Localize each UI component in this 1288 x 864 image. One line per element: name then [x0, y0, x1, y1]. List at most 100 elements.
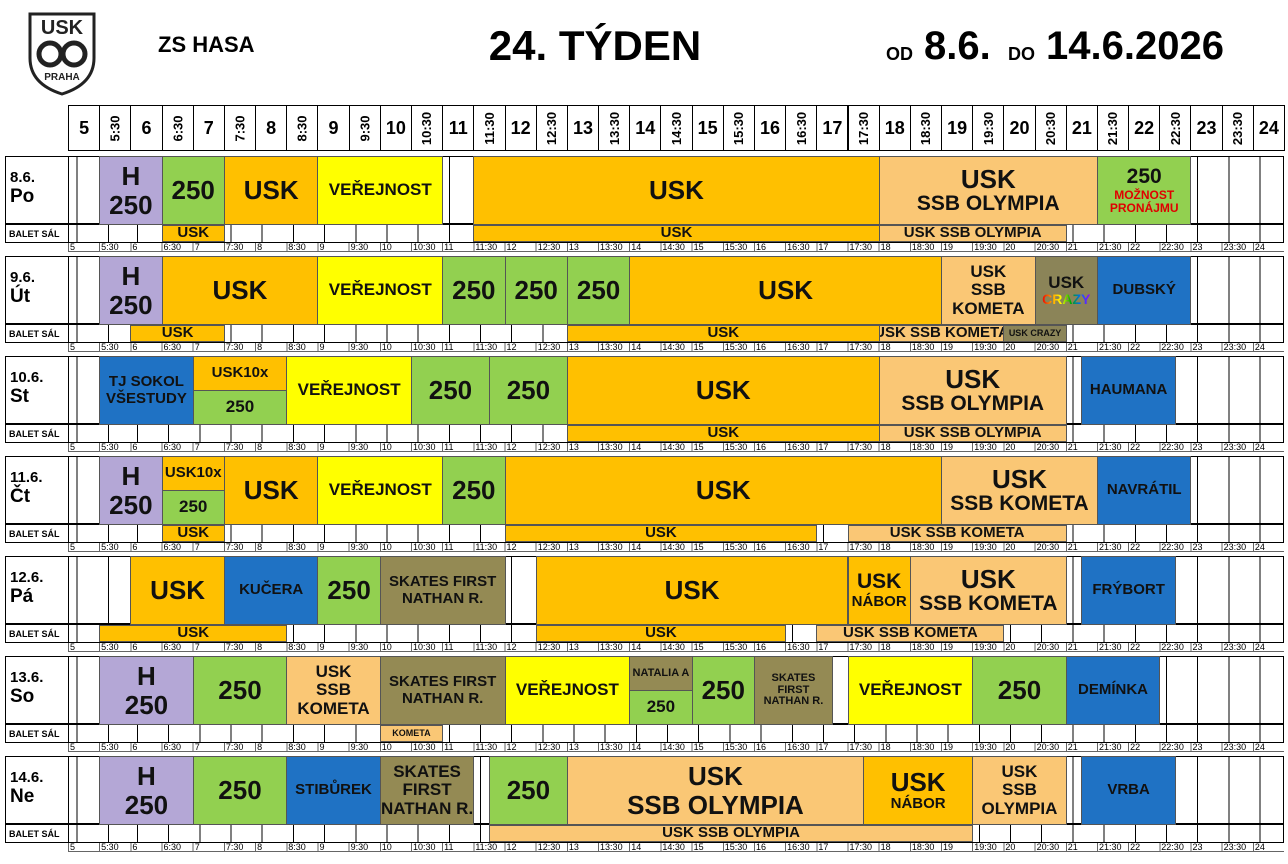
balet-label: BALET SÁL — [5, 624, 69, 643]
time-header-cell: 5:30 — [99, 105, 132, 151]
event-text: SSB — [1002, 780, 1037, 800]
event-text: KOMETA — [952, 298, 1025, 318]
event: H 250 — [99, 656, 194, 725]
event: 250 — [504, 256, 568, 325]
time-header-label: 19:30 — [980, 111, 996, 145]
event: 250 — [442, 256, 506, 325]
event-text: VEŘEJNOST — [858, 680, 962, 700]
event-text: USK — [1048, 272, 1085, 292]
day-cell: 13.6. So — [5, 656, 69, 724]
event-text: USK10x — [211, 364, 269, 382]
day-date: 10.6. — [10, 369, 44, 386]
balet-event-text: USK — [177, 525, 210, 542]
time-header-label: 21 — [1071, 117, 1092, 138]
time-header-label: 14 — [635, 117, 656, 138]
time-header-cell: 24 — [1252, 105, 1285, 151]
balet-event-text: USK SSB KOMETA — [889, 525, 1025, 542]
time-header-cell: 11:30 — [473, 105, 506, 151]
event-text: H — [121, 461, 141, 492]
event-text: USK — [857, 570, 902, 594]
event: VEŘEJNOST — [317, 456, 444, 525]
event-text: OLYMPIA — [981, 798, 1058, 818]
event-text: VEŘEJNOST — [328, 480, 432, 500]
event-text: USK — [695, 375, 751, 406]
event: H 250 — [99, 756, 194, 825]
time-header-label: 5 — [79, 117, 90, 138]
event: TJ SOKOL VŠESTUDY — [99, 356, 194, 425]
time-header-cell: 7:30 — [223, 105, 257, 151]
time-header-cell: 23 — [1190, 105, 1223, 151]
event-text: 250 — [109, 189, 153, 220]
time-header-cell: 20:30 — [1034, 105, 1067, 151]
event-text: 250 — [218, 675, 262, 706]
balet-event-text: USK SSB OLYMPIA — [903, 425, 1042, 442]
event-text: VRBA — [1107, 781, 1150, 799]
time-header-label: 12 — [510, 117, 531, 138]
event: USK SSB KOMETA — [286, 656, 381, 725]
event: 250 — [192, 756, 288, 825]
event-text: SKATES FIRST — [389, 673, 497, 691]
balet-event-text: USK — [177, 625, 210, 642]
day-name: Ne — [10, 786, 35, 807]
time-header-cell: 12 — [504, 105, 537, 151]
event-text: 250 — [452, 475, 496, 506]
time-header-label: 6:30 — [170, 114, 186, 142]
day-name: Čt — [10, 486, 31, 507]
event-text: SSB OLYMPIA — [901, 392, 1045, 416]
event: SKATES FIRST NATHAN R. — [379, 556, 506, 625]
event: H 250 — [99, 156, 163, 225]
event: VEŘEJNOST — [317, 156, 444, 225]
event-text: DUBSKÝ — [1112, 281, 1176, 299]
mini-time-row — [68, 242, 1284, 252]
day-name: St — [10, 386, 29, 407]
time-header-cell: 13 — [566, 105, 600, 151]
time-header-label: 23 — [1196, 117, 1217, 138]
time-header-label: 9:30 — [357, 114, 373, 142]
event-text: 250 — [506, 375, 551, 406]
time-header-cell: 15 — [691, 105, 724, 151]
time-header-cell: 9:30 — [348, 105, 381, 151]
event-text: 250 — [124, 789, 169, 820]
balet-event: USK SSB OLYMPIA — [878, 225, 1067, 242]
balet-event-text: USK — [177, 225, 210, 242]
mini-time-row — [68, 642, 1284, 652]
day-date: 13.6. — [10, 669, 44, 686]
event: KUČERA — [223, 556, 319, 625]
event: DEMÍNKA — [1065, 656, 1161, 725]
time-header-label: 18:30 — [918, 111, 934, 145]
event-text: SKATES — [393, 761, 461, 781]
time-header-label: 24 — [1258, 117, 1279, 138]
balet-event: USK — [566, 425, 880, 442]
balet-event: USK — [566, 325, 880, 342]
event-text: 250 — [428, 375, 473, 406]
event-text: USK — [1001, 761, 1038, 781]
balet-event-text: USK — [645, 625, 677, 642]
event-text: SKATES FIRST — [389, 573, 497, 591]
mini-time-row — [68, 742, 1284, 752]
event: STIBŮREK — [286, 756, 381, 825]
event: USK — [629, 256, 943, 325]
time-header-label: 23:30 — [1230, 111, 1246, 145]
time-header-label: 12:30 — [544, 111, 560, 145]
event-text: TJ SOKOL — [108, 373, 184, 391]
event: SKATES FIRST NATHAN R. — [379, 756, 475, 825]
balet-event-text: USK SSB OLYMPIA — [903, 225, 1042, 242]
time-header-cell: 21:30 — [1096, 105, 1130, 151]
balet-event-text: USK — [161, 325, 194, 342]
time-header-cell: 6 — [130, 105, 163, 151]
event-text: SSB OLYMPIA — [916, 192, 1060, 216]
event-text: USK — [758, 275, 814, 306]
day-date: 8.6. — [10, 169, 36, 186]
day-date: 9.6. — [10, 269, 36, 286]
balet-event-text: USK SSB KOMETA — [878, 325, 1005, 342]
time-header-cell: 17:30 — [847, 105, 880, 151]
event-text: 250 — [514, 275, 558, 306]
time-header-label: 7:30 — [232, 114, 248, 142]
time-header-cell: 8 — [255, 105, 288, 151]
event-text: 250 — [452, 275, 496, 306]
event-text: USK — [992, 464, 1047, 495]
event: USK SSB KOMETA — [941, 256, 1036, 325]
day-name: Po — [10, 186, 35, 207]
from-date: 8.6. — [924, 24, 991, 68]
event-text: H — [137, 761, 156, 792]
